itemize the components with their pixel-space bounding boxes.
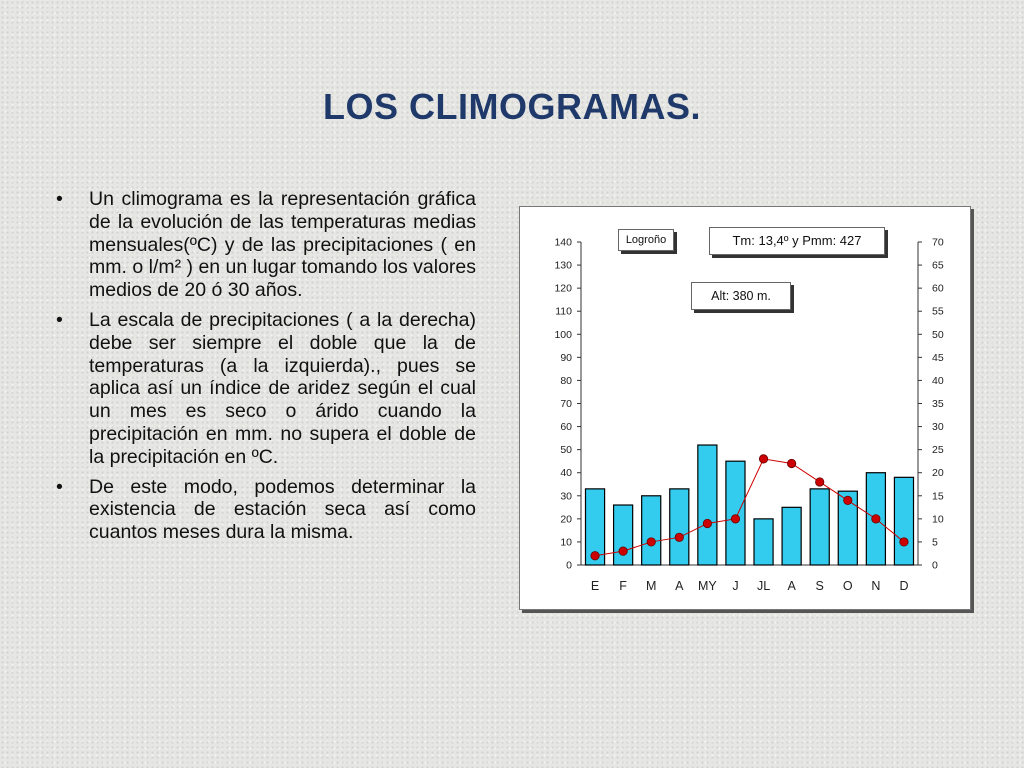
bullet-list: • Un climograma es la representación grá…: [56, 188, 476, 551]
left-axis-tick-label: 70: [560, 398, 572, 410]
precipitation-bar: [809, 488, 830, 566]
altitude-label: Alt: 380 m.: [691, 282, 791, 310]
left-axis-tick-label: 140: [554, 237, 572, 249]
left-axis-tick-label: 60: [560, 421, 572, 433]
temperature-point: [758, 454, 769, 464]
climograph-chart: 0 10 20 30 40 50 60 70 80 90 100 110 120 130 140 0 5 10 15…: [519, 206, 971, 610]
right-axis-tick-label: 30: [932, 421, 944, 433]
precipitation-bar: [753, 518, 774, 566]
left-axis-tick-label: 80: [560, 375, 572, 387]
left-axis-tick-label: 90: [560, 352, 572, 364]
month-label: A: [787, 579, 796, 593]
right-axis-tick-label: 65: [932, 260, 944, 272]
right-axis-tick-label: 55: [932, 306, 944, 318]
month-label: A: [675, 579, 684, 593]
temperature-point: [815, 477, 825, 487]
temperature-point: [787, 458, 797, 469]
temperature-point: [730, 514, 741, 524]
bullet-item: • Un climograma es la representación grá…: [56, 188, 476, 302]
right-axis-tick-label: 20: [932, 467, 944, 479]
right-axis-tick-label: 35: [932, 398, 944, 410]
left-axis-tick-label: 50: [560, 444, 572, 456]
precipitation-bar: [697, 444, 718, 566]
right-axis-tick-label: 10: [932, 513, 944, 525]
stats-label: Tm: 13,4º y Pmm: 427: [709, 227, 885, 255]
right-axis-tick-label: 60: [932, 283, 944, 295]
precipitation-bar: [893, 476, 915, 566]
precipitation-bar: [641, 495, 662, 566]
bullet-marker: •: [56, 308, 63, 331]
left-axis-tick-label: 0: [566, 560, 572, 572]
chart-canvas: 0 10 20 30 40 50 60 70 80 90 100 110 120 130 140 0 5 10 15…: [554, 237, 944, 594]
left-axis-tick-label: 40: [560, 467, 572, 479]
left-axis-tick-label: 10: [560, 536, 572, 548]
month-label: JL: [757, 579, 770, 593]
bullet-marker: •: [56, 188, 63, 210]
precipitation-bar: [584, 488, 606, 566]
month-label: E: [591, 579, 599, 593]
temperature-point: [899, 537, 909, 547]
month-label: D: [899, 579, 908, 593]
temperature-point: [702, 518, 712, 529]
temperature-point: [590, 551, 600, 561]
right-axis-tick-label: 50: [932, 329, 944, 341]
left-axis-tick-label: 100: [554, 329, 572, 341]
month-label: M: [646, 579, 656, 593]
temperature-point: [646, 537, 656, 547]
right-axis-tick-label: 40: [932, 375, 944, 387]
bullet-text: De este modo, podemos determinar la exis…: [89, 475, 476, 544]
left-axis-tick-label: 130: [554, 260, 572, 272]
precipitation-bar: [612, 504, 634, 566]
precipitation-bar: [725, 460, 746, 566]
temperature-point: [618, 546, 628, 556]
slide-title: LOS CLIMOGRAMAS.: [323, 86, 701, 127]
left-axis-tick-label: 20: [560, 513, 572, 525]
bullet-text: Un climograma es la representación gráfi…: [89, 188, 476, 302]
temperature-point: [871, 514, 881, 524]
month-label: F: [619, 579, 627, 593]
month-label: O: [843, 579, 853, 593]
bullet-marker: •: [56, 475, 63, 498]
bullet-item: • De este modo, podemos determinar la ex…: [56, 476, 476, 544]
right-axis-tick-label: 0: [932, 560, 938, 572]
right-axis-tick-label: 15: [932, 490, 944, 502]
month-label: S: [816, 579, 824, 593]
place-label: Logroño: [618, 229, 674, 251]
precipitation-bar: [669, 488, 690, 566]
right-axis-tick-label: 25: [932, 444, 944, 456]
precipitation-bar: [781, 506, 802, 566]
temperature-point: [843, 495, 853, 505]
month-label: N: [871, 579, 880, 593]
right-axis-tick-label: 5: [932, 536, 938, 548]
left-axis-tick-label: 120: [554, 283, 572, 295]
temperature-point: [674, 532, 684, 542]
bullet-text: La escala de precipitaciones ( a la dere…: [89, 308, 476, 468]
precipitation-bar: [837, 490, 858, 566]
right-axis-tick-label: 70: [932, 237, 944, 249]
month-label: MY: [698, 579, 717, 593]
month-label: J: [732, 579, 738, 593]
left-axis-tick-label: 110: [555, 306, 572, 318]
left-axis-tick-label: 30: [560, 490, 572, 502]
bullet-item: • La escala de precipitaciones ( a la de…: [56, 309, 476, 469]
right-axis-tick-label: 45: [932, 352, 944, 364]
temperature-line: [594, 458, 905, 557]
